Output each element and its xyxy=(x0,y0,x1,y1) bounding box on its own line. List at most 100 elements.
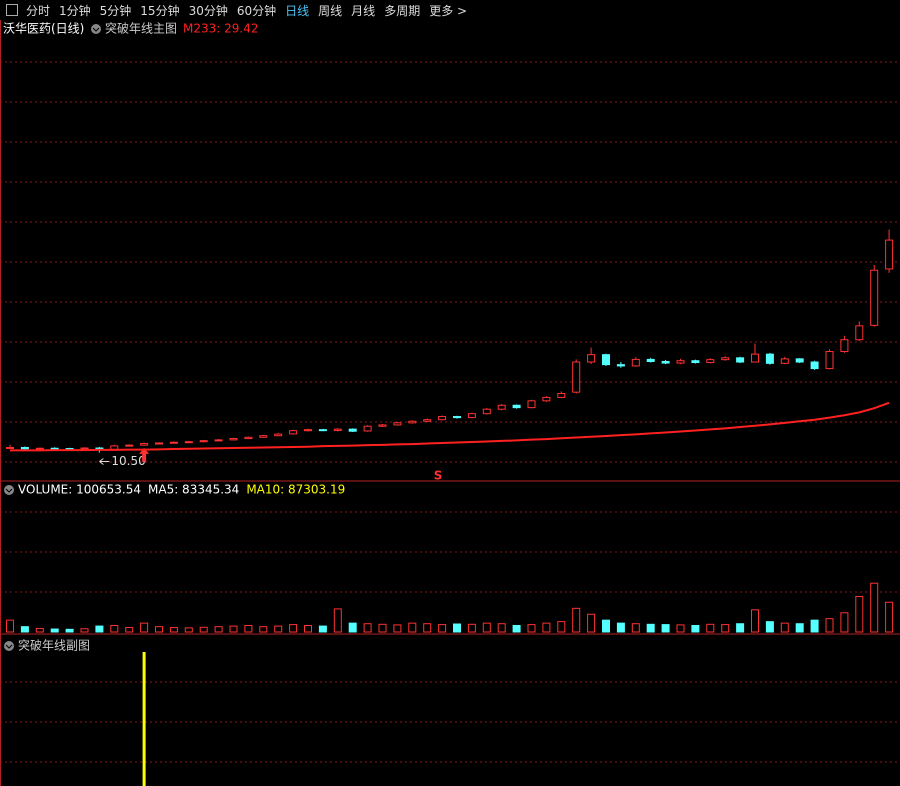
period-toolbar: 分时 1分钟 5分钟 15分钟 30分钟 60分钟 日线 周线 月线 多周期 更多 > xyxy=(0,0,900,20)
volume-bar xyxy=(616,622,625,633)
candle-body xyxy=(780,358,789,364)
buy-arrow xyxy=(139,447,150,462)
volume-bar xyxy=(557,621,566,633)
candle-body xyxy=(646,358,655,362)
period-tab[interactable]: 5分钟 xyxy=(99,3,132,18)
candle-body xyxy=(840,339,849,353)
candle-body xyxy=(140,443,149,446)
volume-bar xyxy=(155,626,163,633)
volume-bar xyxy=(333,608,342,633)
candle-body xyxy=(214,439,223,442)
low-arrow xyxy=(99,458,110,465)
signal-bar xyxy=(142,652,146,786)
collapse-icon xyxy=(4,485,14,495)
candle-body xyxy=(169,441,178,444)
volume-bar xyxy=(870,582,879,633)
volume-legend: VOLUME: 100653.54 xyxy=(18,483,141,497)
low-label: 10.50 xyxy=(111,454,145,468)
volume-bar xyxy=(840,612,849,633)
volume-bar xyxy=(363,623,372,633)
collapse-icon xyxy=(4,641,14,651)
volume-bar xyxy=(691,624,700,633)
candle-body xyxy=(721,357,730,361)
volume-bar xyxy=(765,621,774,633)
volume-bar xyxy=(602,619,610,633)
volume-bar xyxy=(423,623,432,633)
volume-bar xyxy=(631,623,640,633)
volume-bar xyxy=(229,625,238,633)
candle-body xyxy=(616,364,625,367)
indicator-name: 突破年线主图 xyxy=(105,21,177,36)
chart: 沃华医药(日线) 突破年线主图 M233: 29.42 VOLUME: 100653.… xyxy=(0,20,900,786)
volume-bar xyxy=(289,624,298,633)
volume-legend: MA5: 83345.34 xyxy=(148,483,239,497)
volume-bar xyxy=(140,622,149,633)
sub-title: 突破年线副图 xyxy=(18,638,90,653)
volume-bar xyxy=(497,623,506,633)
candle-body xyxy=(751,353,759,363)
candle-body xyxy=(244,436,253,440)
volume-bar xyxy=(393,624,402,633)
collapse-icon xyxy=(91,24,101,34)
collapse-chevron xyxy=(5,488,13,493)
collapse-chevron xyxy=(5,644,13,649)
volume-bar xyxy=(95,625,104,633)
candle-body xyxy=(855,325,864,341)
volume-bar xyxy=(810,619,819,633)
candle-body xyxy=(393,422,402,426)
volume-bar xyxy=(467,623,476,633)
candle-body xyxy=(810,361,819,370)
candle-body xyxy=(587,354,596,363)
volume-bar xyxy=(438,624,447,633)
volume-bar xyxy=(348,622,357,633)
volume-bar xyxy=(542,622,551,633)
volume-bar xyxy=(378,623,387,633)
candle-body xyxy=(736,357,745,363)
candle-body xyxy=(274,433,283,437)
candle-body xyxy=(885,239,894,270)
period-tab[interactable]: 周线 xyxy=(318,3,343,18)
period-tab[interactable]: 30分钟 xyxy=(188,3,228,18)
candle-body xyxy=(870,269,879,326)
period-tab[interactable]: 月线 xyxy=(351,3,376,18)
candle-body xyxy=(661,360,670,364)
candle-body xyxy=(289,430,298,435)
volume-bar xyxy=(825,618,834,633)
candle-body xyxy=(602,354,610,366)
volume-bar xyxy=(795,623,804,633)
period-tab[interactable]: 日线 xyxy=(285,3,310,18)
candle-body xyxy=(408,420,417,424)
candle-body xyxy=(572,361,581,393)
volume-bar xyxy=(408,622,417,633)
volume-bar xyxy=(199,626,208,633)
period-tab[interactable]: 多周期 xyxy=(384,3,421,18)
candle-body xyxy=(35,447,44,450)
candle-body xyxy=(333,428,342,431)
period-tab[interactable]: 15分钟 xyxy=(140,3,180,18)
candle-body xyxy=(706,359,715,364)
volume-bar xyxy=(80,628,89,633)
candle-body xyxy=(184,441,193,444)
candle-body xyxy=(229,438,238,441)
volume-bar xyxy=(572,607,581,633)
candle-body xyxy=(304,429,312,432)
period-tab[interactable]: 更多 > xyxy=(429,3,468,18)
ma-legend: M233: 29.42 xyxy=(183,22,258,36)
volume-bar xyxy=(6,619,14,633)
ma233-line xyxy=(10,401,890,452)
sell-mark: S xyxy=(434,469,443,483)
candle-body xyxy=(259,435,268,438)
candle-body xyxy=(378,424,387,427)
period-tab[interactable]: 分时 xyxy=(26,3,51,18)
volume-bar xyxy=(244,624,253,633)
period-tab[interactable]: 1分钟 xyxy=(59,3,91,18)
candle-body xyxy=(348,428,357,432)
candle-body xyxy=(155,442,163,445)
volume-bar xyxy=(214,626,223,633)
candle-body xyxy=(318,429,327,432)
panel-icon[interactable] xyxy=(6,4,18,16)
period-tab[interactable]: 60分钟 xyxy=(236,3,277,18)
candle-body xyxy=(631,358,640,367)
volume-bar xyxy=(318,625,327,633)
candle-body xyxy=(6,446,14,450)
